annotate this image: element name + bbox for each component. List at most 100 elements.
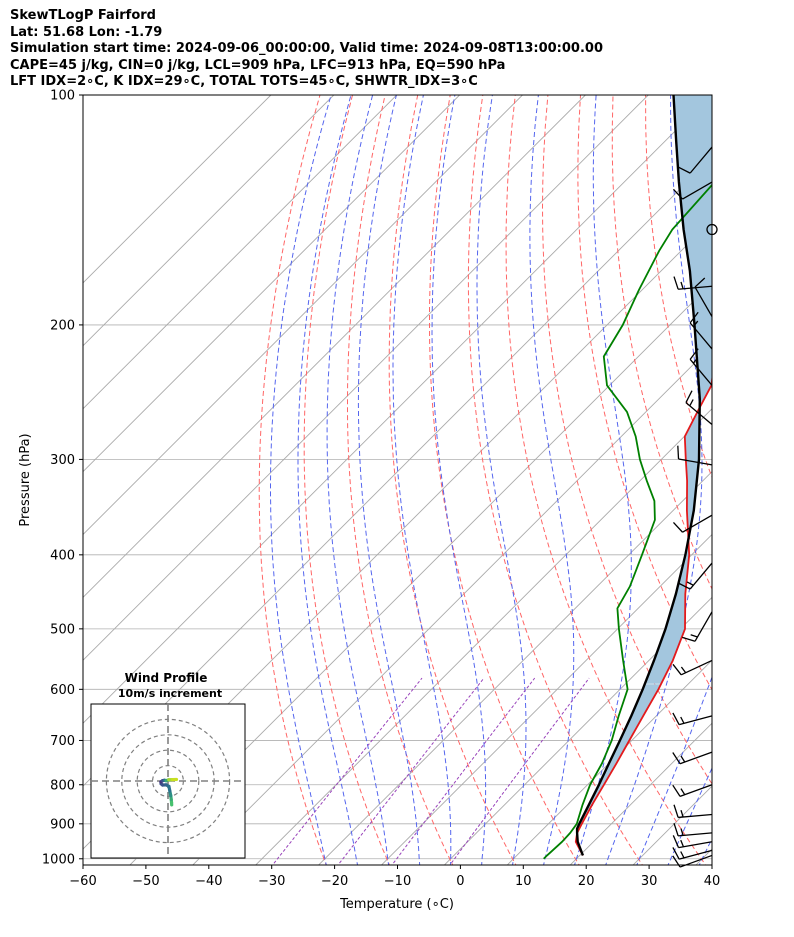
barb-staff bbox=[689, 146, 713, 174]
mixing-ratio-line bbox=[337, 677, 485, 865]
barb-feather bbox=[672, 855, 681, 868]
wind-barb bbox=[677, 146, 713, 174]
barb-half-feather bbox=[680, 828, 684, 836]
temperature-line bbox=[574, 373, 712, 856]
isotherm-line bbox=[749, 95, 794, 875]
x-tick-label: −30 bbox=[258, 874, 285, 889]
isotherm-line bbox=[192, 345, 712, 865]
dry-adiabat-line bbox=[505, 95, 707, 865]
x-tick-label: 40 bbox=[704, 874, 721, 889]
barb-feather bbox=[672, 752, 681, 765]
barb-staff bbox=[679, 784, 713, 797]
barb-staff bbox=[682, 181, 713, 200]
barb-feather bbox=[672, 188, 684, 200]
chart-title: SkewTLogP Fairford bbox=[10, 8, 156, 23]
wind-barb bbox=[689, 348, 713, 386]
x-tick-label: −40 bbox=[195, 874, 222, 889]
isotherm-line bbox=[83, 95, 335, 347]
barb-feather bbox=[682, 636, 696, 642]
barb-staff bbox=[678, 285, 713, 290]
barb-feather bbox=[672, 784, 681, 797]
barb-half-feather bbox=[686, 581, 694, 586]
cape-shading bbox=[644, 95, 712, 684]
y-tick-label: 100 bbox=[50, 89, 75, 104]
barb-half-feather bbox=[692, 357, 699, 364]
calm-circle bbox=[706, 223, 718, 236]
barb-half-feather bbox=[680, 281, 684, 289]
barb-feather bbox=[685, 390, 693, 403]
barb-feather bbox=[677, 445, 680, 460]
background-lines bbox=[83, 95, 794, 875]
dry-adiabat-line bbox=[388, 95, 517, 865]
hodograph-subtitle: 10m/s increment bbox=[118, 687, 222, 700]
barb-feather bbox=[673, 804, 679, 818]
y-tick-label: 400 bbox=[50, 548, 75, 563]
barb-staff bbox=[678, 715, 713, 726]
moist-adiabat-line bbox=[270, 95, 332, 865]
barb-staff bbox=[685, 402, 713, 425]
wind-barb bbox=[694, 277, 713, 317]
x-tick-label: −50 bbox=[132, 874, 159, 889]
barb-staff bbox=[678, 841, 713, 849]
barb-staff bbox=[678, 813, 713, 819]
x-tick-label: −20 bbox=[321, 874, 348, 889]
dry-adiabat-line bbox=[645, 95, 712, 479]
barb-staff bbox=[689, 358, 713, 386]
barb-feather bbox=[672, 847, 680, 860]
barb-staff bbox=[679, 854, 713, 868]
isotherm-line bbox=[380, 533, 712, 865]
barb-staff bbox=[680, 659, 713, 676]
barb-feather bbox=[672, 663, 682, 676]
isotherm-line bbox=[255, 408, 712, 865]
dry-adiabat-line bbox=[710, 95, 712, 125]
barb-half-feather bbox=[680, 809, 684, 818]
barb-half-feather bbox=[680, 755, 686, 763]
isotherm-line bbox=[569, 722, 712, 865]
dry-adiabat-line bbox=[776, 95, 794, 875]
barb-feather bbox=[673, 822, 679, 837]
wind-barb bbox=[689, 311, 713, 350]
parcel-line bbox=[575, 95, 702, 856]
hodograph-ring bbox=[136, 749, 200, 813]
wind-barbs bbox=[672, 146, 718, 868]
mixing-ratio-line bbox=[391, 677, 536, 865]
moist-adiabat-line bbox=[476, 95, 527, 865]
barb-feather bbox=[673, 276, 679, 290]
dry-adiabat-line bbox=[467, 95, 644, 865]
barb-half-feather bbox=[689, 399, 694, 407]
moist-adiabat-line bbox=[667, 766, 712, 865]
sounding-profiles bbox=[543, 95, 712, 860]
time-line: Simulation start time: 2024-09-06_00:00:… bbox=[10, 41, 603, 57]
barb-staff bbox=[689, 562, 713, 590]
barb-feather bbox=[689, 348, 699, 360]
isotherm-line bbox=[83, 95, 586, 599]
axes: Temperature (∘C) Pressure (hPa) −60 −50 −4… bbox=[18, 89, 720, 913]
y-tick-label: 800 bbox=[50, 778, 75, 793]
barb-staff bbox=[694, 611, 713, 642]
barb-feather bbox=[672, 712, 680, 725]
wind-barb bbox=[682, 611, 713, 642]
wind-barb bbox=[677, 445, 713, 466]
barb-feather bbox=[694, 277, 706, 288]
y-tick-label: 700 bbox=[50, 734, 75, 749]
barb-half-feather bbox=[680, 839, 685, 848]
barb-feather bbox=[677, 166, 691, 174]
wind-barb bbox=[672, 712, 713, 726]
dry-adiabat-line bbox=[577, 95, 712, 691]
isotherm-line bbox=[506, 659, 712, 865]
wind-barb bbox=[672, 181, 713, 200]
mixing-ratio-line bbox=[449, 677, 590, 865]
hodograph: Wind Profile 10m/s increment bbox=[90, 671, 246, 859]
hodograph-inner bbox=[91, 704, 245, 858]
x-tick-label: 30 bbox=[641, 874, 658, 889]
wind-barb bbox=[672, 854, 713, 868]
barb-staff bbox=[678, 849, 713, 860]
wind-barb bbox=[673, 822, 713, 837]
barb-feather bbox=[677, 582, 691, 590]
wind-barb bbox=[673, 276, 713, 290]
moist-adiabat-line bbox=[297, 95, 359, 865]
y-tick-label: 900 bbox=[50, 817, 75, 832]
isotherm-line bbox=[83, 95, 398, 410]
dry-adiabat-line bbox=[541, 95, 712, 785]
